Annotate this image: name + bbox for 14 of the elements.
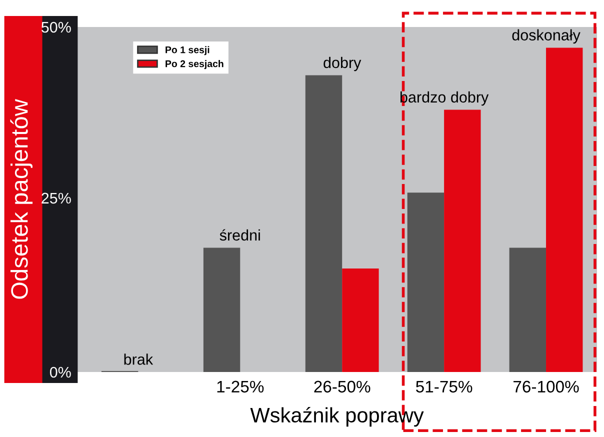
x-tick-label: 26-50% [314, 380, 370, 393]
x-tick-label: 51-75% [416, 380, 472, 393]
y-tick-label: 0% [50, 366, 71, 378]
legend-label: Po 1 sesji [166, 46, 210, 56]
legend-label: Po 2 sesjach [166, 60, 224, 70]
annotation: średni [220, 229, 260, 241]
annotation: brak [124, 354, 154, 365]
x-tick-label: 76-100% [514, 380, 579, 393]
x-axis-title: Wskaźnik poprawy [250, 406, 424, 427]
y-axis-title: Odsetek pacjentów [10, 99, 33, 299]
annotation: dobry [324, 56, 362, 72]
annotation: bardzo dobry [400, 91, 489, 106]
x-tick-label: 1-25% [217, 380, 264, 393]
annotation: doskonały [512, 29, 580, 44]
